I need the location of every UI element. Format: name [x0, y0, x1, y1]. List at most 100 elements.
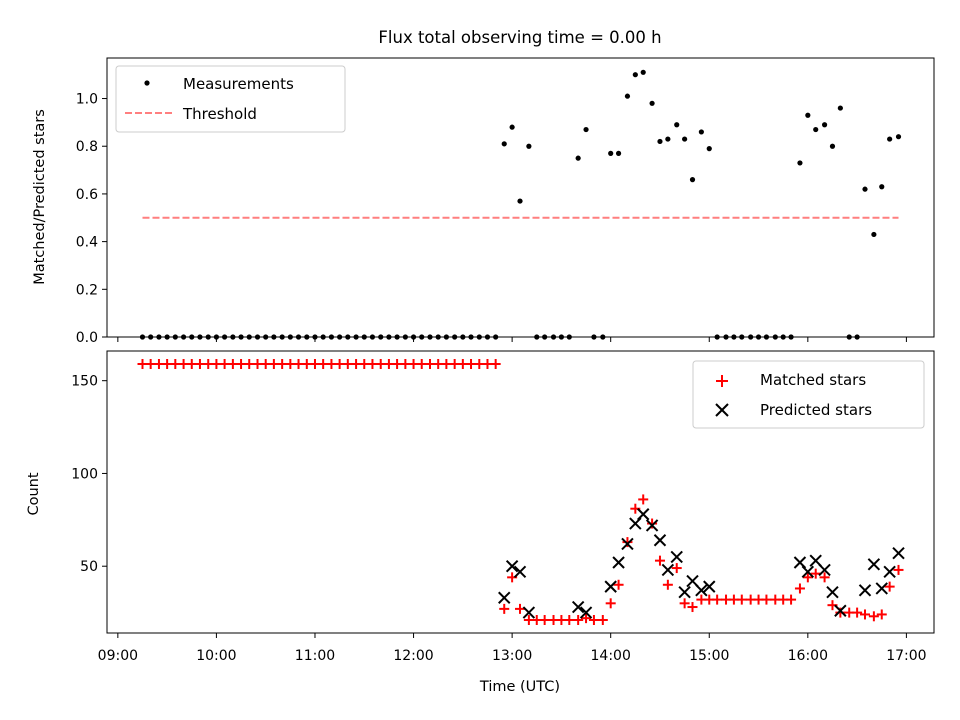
matched-point	[647, 518, 658, 529]
bottom-predicted-layer	[498, 508, 905, 619]
measurement-point	[689, 177, 696, 183]
matched-point	[671, 563, 682, 574]
predicted-point	[801, 565, 815, 578]
predicted-point	[653, 534, 667, 547]
measurement-point	[797, 160, 803, 166]
measurement-point	[501, 141, 507, 147]
top-y-ticks: 0.0 0.2 0.4 0.6 0.8 1.0	[76, 92, 107, 346]
measurement-point	[862, 186, 868, 192]
bottom-y-tick-label: 100	[71, 466, 98, 482]
measurement-point	[674, 122, 680, 128]
legend-predicted-label: Predicted stars	[760, 401, 872, 419]
predicted-point	[661, 563, 675, 577]
predicted-point	[867, 558, 881, 571]
matched-point	[588, 615, 599, 626]
matched-point	[786, 594, 797, 605]
predicted-point	[695, 584, 708, 597]
bottom-y-axis-label: Count	[26, 472, 42, 515]
predicted-point	[498, 591, 511, 604]
matched-point	[515, 603, 526, 614]
matched-point	[662, 579, 673, 590]
measurement-point	[575, 155, 581, 161]
matched-point	[852, 607, 863, 618]
bottom-x-tick-label: 13:00	[492, 648, 532, 664]
measurement-point	[829, 143, 836, 149]
legend-predicted-marker	[715, 403, 729, 417]
bottom-x-tick-label: 17:00	[886, 648, 926, 664]
top-chart-title: Flux total observing time = 0.00 h	[378, 28, 661, 47]
matched-point	[679, 598, 690, 609]
measurement-point	[517, 198, 523, 204]
bottom-legend: Matched stars Predicted stars	[692, 360, 925, 429]
bottom-x-axis-label: Time (UTC)	[479, 679, 560, 695]
predicted-point	[571, 600, 585, 614]
predicted-point	[875, 582, 888, 595]
matched-point	[736, 594, 747, 605]
predicted-point	[892, 547, 905, 560]
matched-point	[654, 555, 665, 566]
matched-point	[810, 568, 821, 579]
matched-point	[835, 607, 846, 618]
bottom-legend-box	[692, 360, 925, 429]
predicted-point	[612, 556, 625, 569]
bottom-matched-layer	[137, 358, 904, 626]
matched-point	[581, 613, 592, 624]
measurement-point	[665, 136, 671, 142]
predicted-point	[703, 580, 716, 593]
matched-point	[687, 602, 698, 613]
predicted-point	[604, 580, 617, 593]
predicted-point	[513, 565, 527, 578]
top-y-axis-label: Matched/Predicted stars	[32, 109, 48, 285]
measurement-point	[837, 105, 843, 111]
top-y-tick-label: 0.2	[76, 282, 98, 298]
top-y-tick-label: 0.0	[76, 330, 98, 346]
bottom-axes-frame	[106, 350, 935, 634]
top-y-tick-label: 0.4	[76, 235, 98, 251]
bottom-y-tick-label: 150	[71, 374, 98, 390]
bottom-x-tick-label: 15:00	[689, 648, 729, 664]
matched-point	[605, 598, 616, 609]
measurement-point	[879, 184, 885, 190]
matched-point	[638, 494, 649, 505]
matched-point	[884, 581, 895, 592]
bottom-x-ticks: 09:00 10:00 11:00 12:00 13:00 14:00 15:00 16:00…	[98, 633, 927, 664]
predicted-point	[826, 585, 839, 599]
matched-point	[539, 615, 550, 626]
top-legend-box	[115, 65, 346, 133]
matched-point	[499, 603, 510, 614]
measurement-point	[805, 112, 811, 118]
top-points-layer	[139, 69, 902, 340]
measurement-point	[813, 126, 819, 133]
top-axes-frame	[106, 57, 935, 338]
top-plot: 0.0 0.2 0.4 0.6 0.8 1.0 Matched/Predicted sta…	[32, 57, 935, 346]
matched-point	[893, 564, 904, 575]
top-y-tick-label: 1.0	[76, 92, 98, 108]
matched-point	[819, 572, 830, 583]
measurement-point	[895, 134, 902, 140]
legend-threshold-label: Threshold	[182, 105, 257, 123]
predicted-point	[678, 585, 691, 599]
bottom-y-ticks: 50 100 150	[71, 374, 107, 575]
bottom-x-tick-label: 11:00	[295, 648, 335, 664]
legend-measurements-marker	[144, 80, 150, 86]
measurement-point	[640, 69, 646, 75]
top-y-tick-label: 0.8	[76, 139, 98, 155]
top-y-tick-label: 0.6	[76, 187, 98, 203]
matched-point	[868, 611, 879, 622]
predicted-point	[818, 563, 831, 577]
matched-point	[613, 579, 624, 590]
bottom-plot: 50 100 150 09:00 10:00 11:00 12:00 13:00 14:00 1…	[26, 350, 935, 695]
top-legend: Measurements Threshold	[115, 65, 346, 133]
measurement-point	[821, 122, 828, 128]
measurement-point	[583, 126, 589, 133]
measurement-point	[526, 143, 532, 149]
matched-point	[712, 594, 723, 605]
predicted-point	[858, 584, 872, 597]
bottom-y-tick-label: 50	[80, 559, 98, 575]
predicted-point	[834, 604, 847, 617]
measurement-point	[657, 138, 663, 145]
predicted-point	[579, 606, 593, 619]
legend-measurements-label: Measurements	[183, 75, 294, 93]
matched-point	[564, 615, 575, 626]
